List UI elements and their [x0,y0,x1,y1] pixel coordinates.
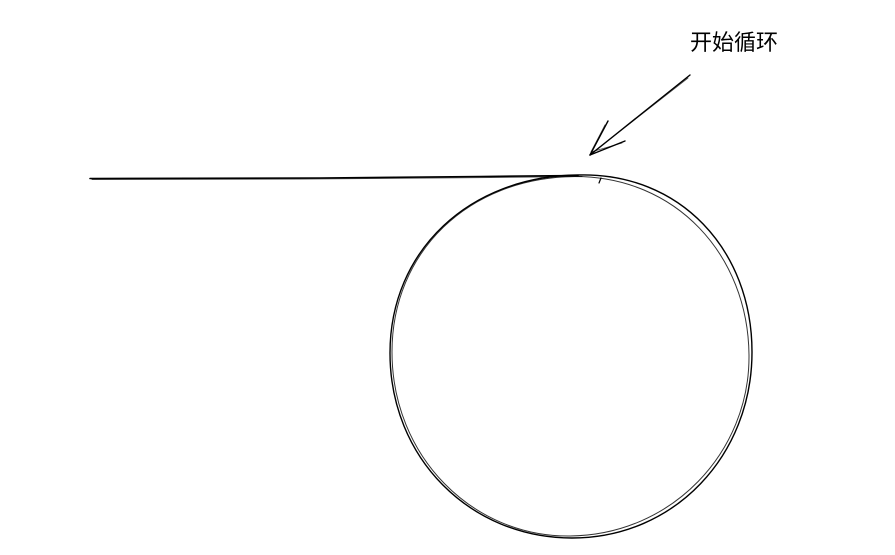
entry-line [89,174,579,180]
arrow-head-right [589,140,626,156]
start-tick [598,177,602,184]
loop-circle [389,174,753,539]
arrow-head-overstroke [590,124,623,153]
entry-line-overstroke [91,176,583,180]
arrow-shaft-overstroke [591,77,689,154]
loop-circle-overstroke [391,175,750,537]
arrow-head-left [589,120,609,156]
loop-start-label: 开始循环 [690,31,779,56]
